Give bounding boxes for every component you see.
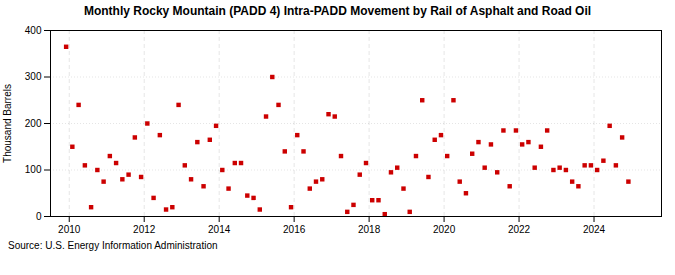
svg-text:2014: 2014 (208, 224, 231, 235)
svg-text:2018: 2018 (358, 224, 381, 235)
html-text:Monthly Rocky Mountain (PADD 4: Monthly Rocky Mountain (PADD 4) Intra-PA… (83, 4, 592, 18)
svg-text:Thousand Barrels: Thousand Barrels (2, 84, 13, 163)
svg-text:2012: 2012 (133, 224, 156, 235)
svg-text:2020: 2020 (433, 224, 456, 235)
svg-text:300: 300 (25, 71, 42, 82)
svg-text:2022: 2022 (508, 224, 531, 235)
svg-text:2010: 2010 (58, 224, 81, 235)
svg-text:200: 200 (25, 118, 42, 129)
html-text:Source: U.S. Energy Informatio: Source: U.S. Energy Information Administ… (8, 240, 218, 251)
svg-text:0: 0 (36, 211, 42, 222)
svg-text:400: 400 (25, 25, 42, 36)
svg-text:100: 100 (25, 164, 42, 175)
svg-text:2016: 2016 (283, 224, 306, 235)
svg-text:2024: 2024 (583, 224, 606, 235)
